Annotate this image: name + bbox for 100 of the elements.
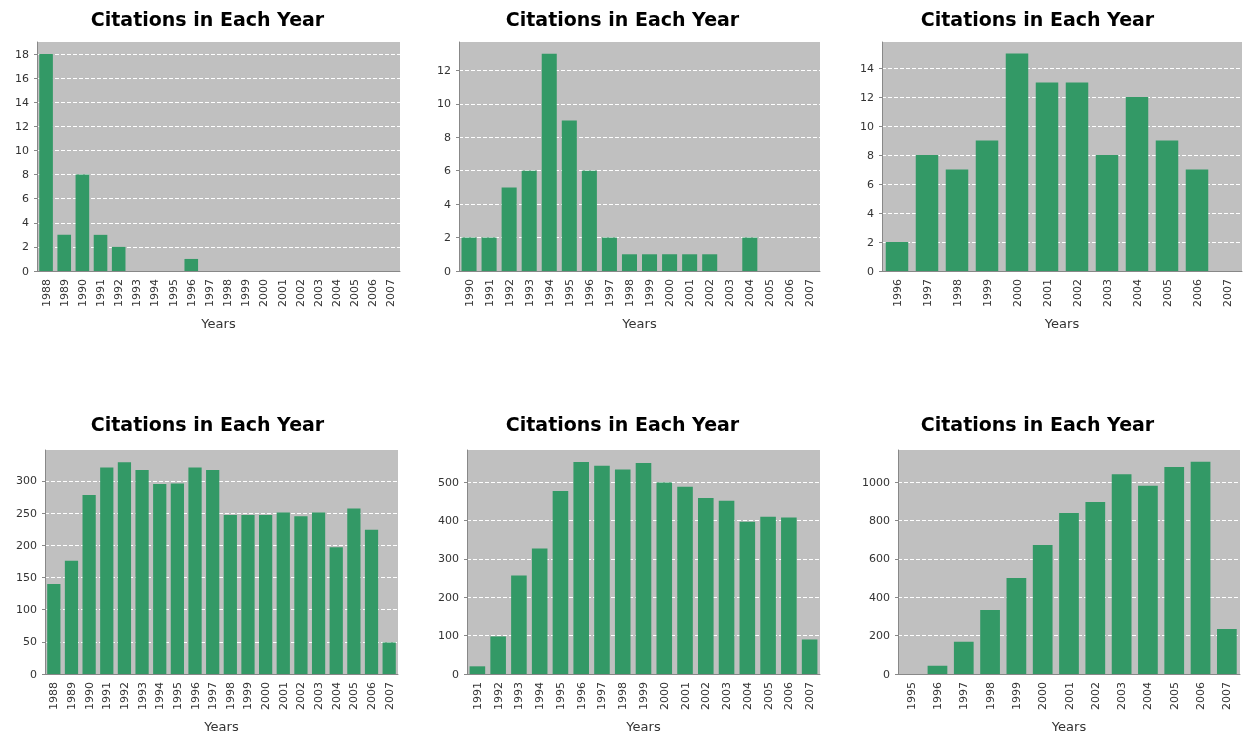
x-axis-title: Years [203, 719, 239, 734]
y-tick-label: 0 [30, 667, 37, 681]
bar [1035, 82, 1059, 271]
x-tick-label: 2000 [663, 279, 677, 307]
bar [1185, 169, 1209, 271]
bar [170, 483, 184, 674]
bar [111, 246, 126, 271]
chart-title: Citations in Each Year [90, 7, 325, 30]
x-tick-label: 2000 [259, 682, 273, 710]
x-tick-label: 1988 [39, 279, 53, 307]
bar [635, 463, 652, 674]
bar [561, 120, 577, 271]
x-tick-label: 2001 [1062, 682, 1076, 710]
x-tick-label: 1997 [206, 682, 220, 710]
bar [1216, 628, 1237, 674]
bar [1111, 474, 1132, 674]
x-tick-label: 2004 [329, 279, 343, 307]
y-tick-label: 18 [15, 47, 29, 61]
bar [677, 486, 693, 674]
x-tick-label: 1996 [574, 682, 588, 710]
x-tick-label: 1996 [184, 279, 198, 307]
x-tick-label: 1994 [148, 279, 162, 307]
bar [594, 465, 610, 674]
bar [1006, 578, 1027, 674]
x-tick-label: 1997 [595, 682, 609, 710]
y-tick-label: 14 [15, 95, 29, 109]
bar [601, 237, 617, 271]
x-tick-label: 2005 [348, 279, 362, 307]
y-tick-label: 2 [444, 231, 451, 245]
bar [461, 237, 477, 271]
bar [481, 237, 497, 271]
x-tick-label: 2003 [311, 279, 325, 307]
y-tick-label: 8 [867, 148, 874, 162]
x-tick-label: 2003 [723, 279, 737, 307]
x-axis-title: Years [621, 316, 657, 331]
y-tick-label: 2 [867, 235, 874, 249]
chart-title: Citations in Each Year [505, 412, 740, 435]
x-tick-label: 1992 [502, 279, 516, 307]
x-tick-label: 2004 [740, 682, 754, 710]
x-tick-label: 1996 [930, 682, 944, 710]
x-tick-label: 2004 [329, 682, 343, 710]
x-tick-label: 2000 [1010, 279, 1024, 307]
x-tick-label: 1997 [957, 682, 971, 710]
x-tick-label: 1999 [980, 279, 994, 307]
x-axis-title: Years [200, 316, 236, 331]
y-tick-label: 6 [867, 177, 874, 191]
bar [662, 254, 678, 271]
bar [621, 254, 637, 271]
bar [581, 170, 597, 271]
x-tick-label: 2001 [678, 682, 692, 710]
x-tick-label: 2006 [783, 279, 797, 307]
x-tick-label: 2007 [1220, 279, 1234, 307]
bar [1059, 512, 1079, 674]
y-tick-label: 100 [438, 629, 459, 643]
x-tick-label: 2007 [384, 279, 398, 307]
x-tick-label: 2006 [365, 682, 379, 710]
x-tick-label: 1999 [1009, 682, 1023, 710]
y-tick-label: 12 [437, 63, 451, 77]
bar [642, 254, 658, 271]
y-tick-label: 400 [869, 590, 890, 604]
bar [469, 666, 486, 674]
bar [259, 515, 273, 674]
bar [531, 548, 548, 674]
y-tick-label: 2 [22, 240, 29, 254]
x-tick-label: 2004 [1130, 279, 1144, 307]
x-tick-label: 1994 [153, 682, 167, 710]
x-tick-label: 2005 [347, 682, 361, 710]
y-tick-label: 16 [15, 71, 29, 85]
bar [75, 174, 90, 271]
bar [614, 469, 631, 674]
x-tick-label: 1992 [491, 682, 505, 710]
x-tick-label: 1998 [983, 682, 997, 710]
y-tick-label: 4 [867, 206, 874, 220]
x-tick-label: 2005 [1167, 682, 1181, 710]
x-tick-label: 1994 [542, 279, 556, 307]
chart-title: Citations in Each Year [90, 412, 325, 435]
x-tick-label: 2005 [761, 682, 775, 710]
x-tick-label: 2006 [782, 682, 796, 710]
y-tick-label: 800 [869, 514, 890, 528]
bar [927, 665, 948, 674]
x-tick-label: 1998 [223, 682, 237, 710]
bar [541, 53, 557, 271]
x-tick-label: 1993 [130, 279, 144, 307]
x-tick-label: 2005 [1160, 279, 1174, 307]
x-tick-label: 1991 [100, 682, 114, 710]
bar [885, 242, 909, 271]
x-tick-label: 2002 [1088, 682, 1102, 710]
bar [135, 469, 149, 674]
y-tick-label: 1000 [862, 475, 890, 489]
bar [64, 560, 79, 674]
x-tick-label: 2003 [1115, 682, 1129, 710]
x-tick-label: 1989 [57, 279, 71, 307]
bar [47, 583, 61, 674]
x-tick-label: 2002 [699, 682, 713, 710]
y-tick-label: 250 [16, 506, 37, 520]
x-tick-label: 1994 [533, 682, 547, 710]
y-tick-label: 12 [15, 119, 29, 133]
x-tick-label: 1995 [170, 682, 184, 710]
x-tick-label: 2001 [683, 279, 697, 307]
bar [382, 642, 396, 674]
